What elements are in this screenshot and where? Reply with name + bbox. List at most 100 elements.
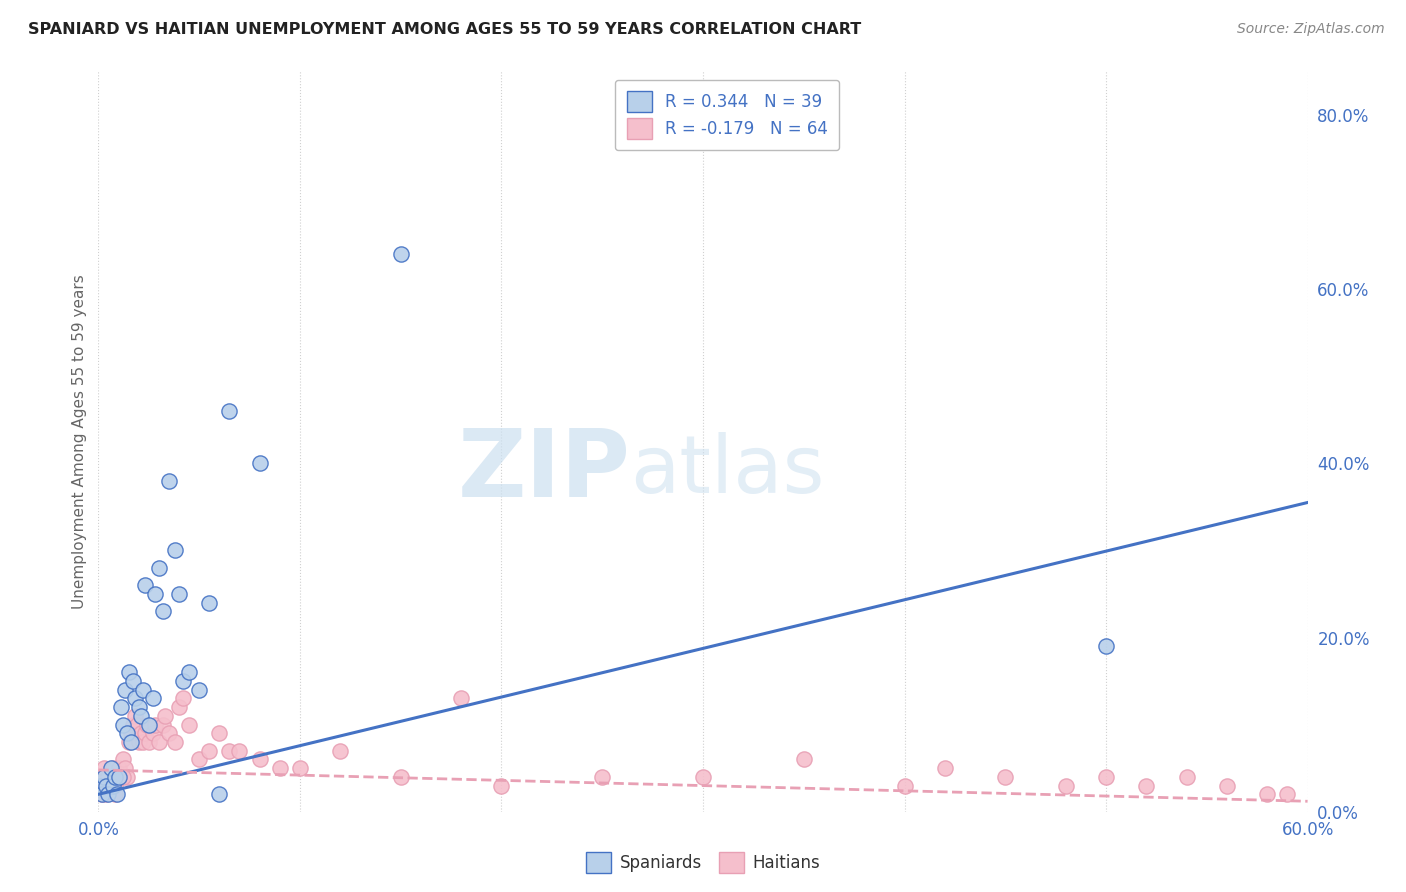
Point	[100, 779, 122, 793]
Point	[591, 770, 613, 784]
Point	[121, 674, 143, 689]
Point	[124, 709, 146, 723]
Point	[208, 726, 231, 740]
Point	[91, 779, 114, 793]
Point	[249, 456, 271, 470]
Point	[115, 770, 138, 784]
Point	[110, 700, 132, 714]
Point	[107, 761, 129, 775]
Point	[110, 770, 132, 784]
Point	[1095, 770, 1118, 784]
Point	[1175, 770, 1198, 784]
Point	[249, 752, 271, 766]
Point	[93, 770, 115, 784]
Point	[96, 779, 118, 793]
Text: atlas: atlas	[630, 432, 825, 510]
Point	[218, 404, 240, 418]
Point	[934, 761, 956, 775]
Point	[111, 752, 134, 766]
Point	[1095, 639, 1118, 653]
Y-axis label: Unemployment Among Ages 55 to 59 years: Unemployment Among Ages 55 to 59 years	[72, 274, 87, 609]
Point	[143, 587, 166, 601]
Point	[115, 726, 138, 740]
Point	[93, 761, 115, 775]
Point	[129, 709, 152, 723]
Point	[96, 787, 118, 801]
Point	[228, 744, 250, 758]
Point	[389, 247, 412, 261]
Point	[114, 761, 136, 775]
Point	[218, 744, 240, 758]
Point	[101, 779, 124, 793]
Point	[994, 770, 1017, 784]
Point	[167, 700, 190, 714]
Text: SPANIARD VS HAITIAN UNEMPLOYMENT AMONG AGES 55 TO 59 YEARS CORRELATION CHART: SPANIARD VS HAITIAN UNEMPLOYMENT AMONG A…	[28, 22, 862, 37]
Point	[172, 674, 194, 689]
Point	[152, 717, 174, 731]
Point	[329, 744, 352, 758]
Point	[128, 735, 150, 749]
Point	[198, 596, 221, 610]
Point	[118, 665, 141, 680]
Point	[148, 735, 170, 749]
Point	[135, 717, 157, 731]
Point	[1054, 779, 1077, 793]
Point	[157, 474, 180, 488]
Point	[1135, 779, 1157, 793]
Point	[120, 735, 142, 749]
Point	[97, 787, 120, 801]
Point	[132, 682, 155, 697]
Point	[138, 717, 160, 731]
Point	[103, 779, 125, 793]
Point	[1216, 779, 1239, 793]
Point	[91, 787, 114, 801]
Point	[134, 578, 156, 592]
Point	[111, 717, 134, 731]
Point	[124, 691, 146, 706]
Point	[163, 735, 186, 749]
Point	[893, 779, 915, 793]
Point	[208, 787, 231, 801]
Point	[121, 717, 143, 731]
Point	[157, 726, 180, 740]
Point	[100, 761, 122, 775]
Text: ZIP: ZIP	[457, 425, 630, 517]
Point	[179, 717, 201, 731]
Point	[172, 691, 194, 706]
Point	[105, 787, 128, 801]
Point	[103, 770, 125, 784]
Point	[89, 770, 111, 784]
Point	[111, 770, 134, 784]
Point	[105, 770, 128, 784]
Point	[125, 717, 148, 731]
Point	[120, 726, 142, 740]
Point	[91, 787, 114, 801]
Point	[152, 604, 174, 618]
Point	[128, 700, 150, 714]
Point	[167, 587, 190, 601]
Point	[132, 735, 155, 749]
Point	[1256, 787, 1278, 801]
Point	[692, 770, 714, 784]
Point	[269, 761, 291, 775]
Point	[188, 752, 211, 766]
Point	[114, 682, 136, 697]
Point	[142, 726, 165, 740]
Point	[793, 752, 815, 766]
Point	[153, 709, 176, 723]
Point	[1277, 787, 1299, 801]
Point	[97, 779, 120, 793]
Point	[107, 770, 129, 784]
Point	[188, 682, 211, 697]
Point	[97, 770, 120, 784]
Point	[179, 665, 201, 680]
Point	[491, 779, 513, 793]
Point	[118, 735, 141, 749]
Point	[101, 761, 124, 775]
Point	[134, 726, 156, 740]
Point	[89, 779, 111, 793]
Point	[450, 691, 472, 706]
Point	[142, 691, 165, 706]
Point	[198, 744, 221, 758]
Point	[389, 770, 412, 784]
